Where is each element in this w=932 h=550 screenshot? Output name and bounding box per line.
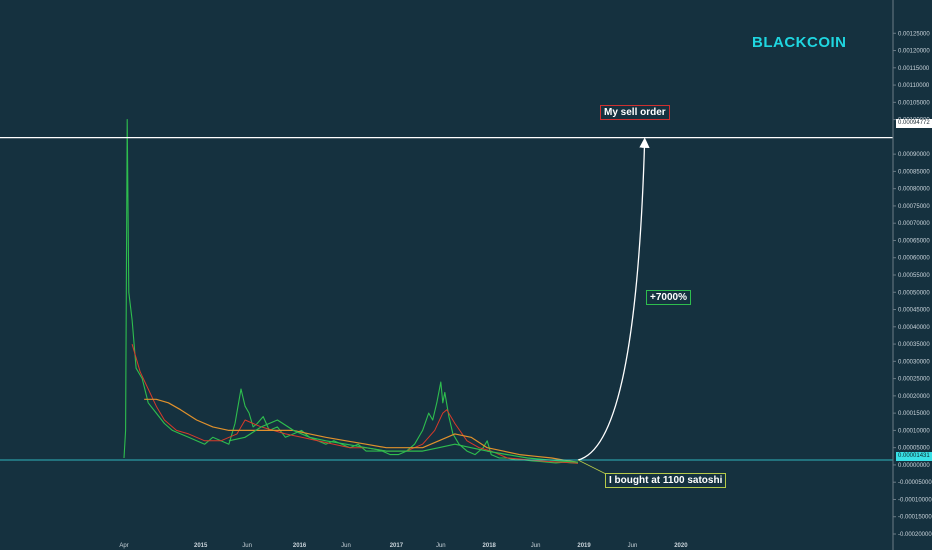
y-tick-label: 0.00050000 xyxy=(898,290,930,296)
y-tick-label: 0.00065000 xyxy=(898,238,930,244)
y-tick-label: 0.00010000 xyxy=(898,428,930,434)
series-ma-fast-line xyxy=(131,343,579,464)
y-tick-label: -0.00020000 xyxy=(898,532,932,538)
y-tick-label: 0.00125000 xyxy=(898,31,930,37)
y-tick-label: 0.00030000 xyxy=(898,359,930,365)
buy-label: I bought at 1100 satoshi xyxy=(605,473,727,488)
y-tick-label: 0.00060000 xyxy=(898,256,930,262)
projection-arrow xyxy=(577,137,650,461)
y-tick-label: 0.00040000 xyxy=(898,325,930,331)
x-tick-label: Jun xyxy=(242,543,252,549)
gain-label: +7000% xyxy=(646,290,691,305)
x-tick-label: 2019 xyxy=(577,543,591,549)
y-tick-label: 0.00035000 xyxy=(898,342,930,348)
y-tick-label: 0.00005000 xyxy=(898,446,930,452)
x-tick-label: Jun xyxy=(628,543,638,549)
y-tick-label: 0.00075000 xyxy=(898,204,930,210)
chart-title: BLACKCOIN xyxy=(752,34,847,51)
x-tick-label: Jun xyxy=(436,543,446,549)
sell-order-label: My sell order xyxy=(600,105,670,120)
y-tick-label: 0.00025000 xyxy=(898,377,930,383)
x-tick-label: 2015 xyxy=(194,543,208,549)
y-tick-label: -0.00010000 xyxy=(898,497,932,503)
x-tick-label: 2017 xyxy=(390,543,404,549)
y-tick-label: 0.00085000 xyxy=(898,169,930,175)
x-tick-label: Jun xyxy=(531,543,541,549)
x-tick-label: 2020 xyxy=(674,543,688,549)
y-tick-label: 0.00015000 xyxy=(898,411,930,417)
series-ma-long-line xyxy=(228,419,579,463)
y-tick-label: 0.00020000 xyxy=(898,394,930,400)
x-tick-label: Jun xyxy=(341,543,351,549)
y-tick-label: 0.00105000 xyxy=(898,100,930,106)
y-tick-label: -0.00015000 xyxy=(898,515,932,521)
y-tick-label: -0.00005000 xyxy=(898,480,932,486)
sell-price-tag: 0.00094772 xyxy=(896,119,932,128)
buy-price-tag: 0.00001431 xyxy=(896,452,932,461)
series-price-line xyxy=(123,119,579,464)
y-tick-label: 0.00115000 xyxy=(898,66,930,72)
y-tick-label: 0.00055000 xyxy=(898,273,930,279)
x-tick-label: 2016 xyxy=(293,543,307,549)
y-tick-label: 0.00110000 xyxy=(898,83,930,89)
y-tick-label: 0.00045000 xyxy=(898,308,930,314)
x-tick-label: Apr xyxy=(119,543,128,549)
y-tick-label: 0.00090000 xyxy=(898,152,930,158)
buy-connector-line xyxy=(577,459,607,475)
y-tick-label: 0.00000000 xyxy=(898,463,930,469)
series-ma-slow-line xyxy=(144,398,579,463)
y-tick-label: 0.00070000 xyxy=(898,221,930,227)
x-tick-label: 2018 xyxy=(483,543,497,549)
y-tick-label: 0.00080000 xyxy=(898,187,930,193)
y-tick-label: 0.00120000 xyxy=(898,49,930,55)
